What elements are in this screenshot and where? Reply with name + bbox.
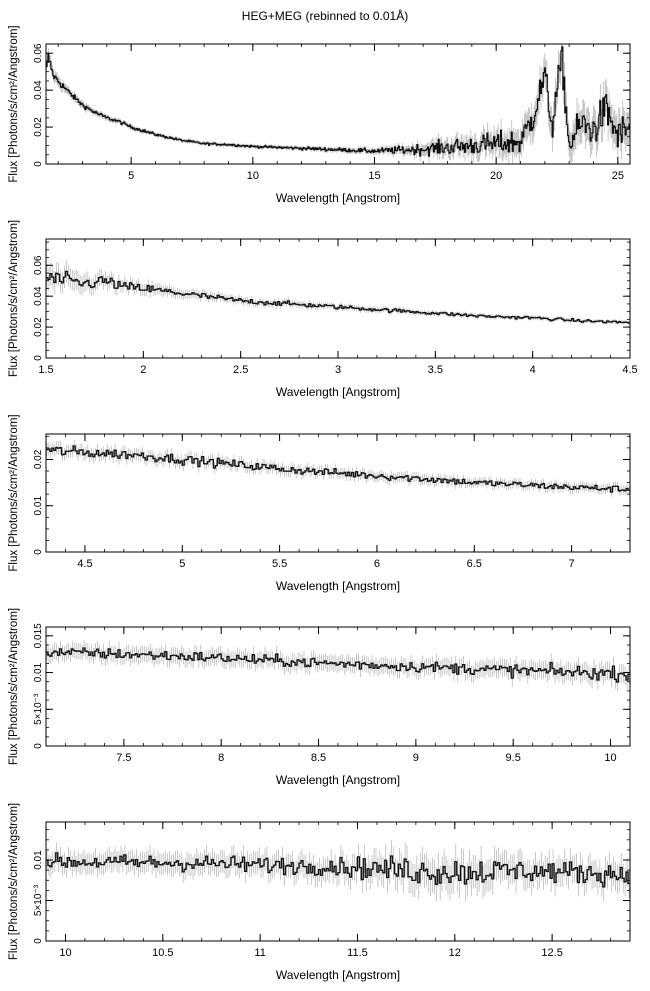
error-bars <box>46 260 630 325</box>
y-tick-label: 0 <box>33 743 44 749</box>
x-tick-label: 5 <box>128 170 134 182</box>
x-tick-label: 10 <box>604 752 616 764</box>
y-tick-label: 0 <box>33 549 44 555</box>
x-tick-label: 12 <box>449 947 461 959</box>
x-tick-label: 15 <box>368 170 380 182</box>
y-tick-label: 0.02 <box>33 117 44 137</box>
y-tick-label: 0.06 <box>33 255 44 275</box>
x-tick-label: 25 <box>612 170 624 182</box>
y-tick-label: 5×10⁻³ <box>33 693 44 725</box>
plot-frame <box>45 43 631 165</box>
spectrum-panel: 10 10.5 11 11.5 12 12.5 0 5×10⁻³ 0.01 Wavelength … <box>8 803 631 982</box>
y-tick-label: 0 <box>33 355 44 361</box>
plot-frame <box>45 626 631 747</box>
figure-title: HEG+MEG (rebinned to 0.01Å) <box>241 9 409 23</box>
spectrum-line <box>46 852 630 888</box>
x-tick-label: 20 <box>490 170 502 182</box>
x-axis-label: Wavelength [Angstrom] <box>276 191 400 205</box>
spectrum-panel: 5 10 15 20 25 0 0.02 0.04 0.06 Wavelength [Angstr… <box>8 25 631 205</box>
y-tick-label: 0.02 <box>33 317 44 337</box>
y-tick-label: 0 <box>33 938 44 944</box>
x-tick-label: 4 <box>530 364 536 376</box>
x-tick-label: 10 <box>247 170 259 182</box>
x-tick-label: 7 <box>569 558 575 570</box>
x-tick-label: 5 <box>179 558 185 570</box>
plot-frame <box>45 238 631 359</box>
y-tick-label: 0.06 <box>33 43 44 63</box>
y-tick-label: 0.04 <box>33 80 44 100</box>
spectrum-line <box>46 647 630 683</box>
spectrum-panel: 1.5 2 2.5 3 3.5 4 4.5 0 0.02 0.04 0.06 Wavelength [… <box>8 220 638 399</box>
x-axis-label: Wavelength [Angstrom] <box>276 968 400 982</box>
plot-frame <box>45 821 631 942</box>
y-tick-label: 0.01 <box>33 496 44 516</box>
error-bars <box>46 439 630 497</box>
error-bars <box>46 840 630 902</box>
x-tick-label: 10.5 <box>152 947 173 959</box>
y-axis-label: Flux [Photons/s/cm²/Angstrom] <box>8 414 20 571</box>
spectrum-panel: 7.5 8 8.5 9 9.5 10 0 5×10⁻³ 0.01 0.015 Wavelength … <box>8 608 631 787</box>
x-tick-label: 8 <box>218 752 224 764</box>
x-tick-label: 8.5 <box>311 752 326 764</box>
y-tick-label: 0.015 <box>33 623 44 648</box>
x-tick-label: 11 <box>254 947 265 959</box>
spectrum-line <box>46 46 630 157</box>
x-axis-label: Wavelength [Angstrom] <box>276 385 400 399</box>
x-tick-label: 1.5 <box>38 364 53 376</box>
x-tick-label: 3.5 <box>428 364 443 376</box>
x-tick-label: 3 <box>335 364 341 376</box>
x-tick-label: 10 <box>59 947 71 959</box>
x-axis-label: Wavelength [Angstrom] <box>276 773 400 787</box>
spectrum-line <box>46 270 630 324</box>
x-tick-label: 4.5 <box>622 364 637 376</box>
x-tick-label: 2 <box>140 364 146 376</box>
plot-frame <box>45 433 631 553</box>
x-tick-label: 6 <box>374 558 380 570</box>
y-tick-label: 0 <box>33 161 44 167</box>
x-tick-label: 5.5 <box>272 558 287 570</box>
x-tick-label: 2.5 <box>233 364 248 376</box>
y-tick-label: 0.01 <box>33 662 44 682</box>
y-axis-label: Flux [Photons/s/cm²/Angstrom] <box>8 608 20 765</box>
y-tick-label: 0.04 <box>33 286 44 306</box>
x-tick-label: 9 <box>413 752 419 764</box>
x-axis-label: Wavelength [Angstrom] <box>276 579 400 593</box>
spectrum-line <box>46 445 630 493</box>
y-tick-label: 0.01 <box>33 850 44 870</box>
y-axis-label: Flux [Photons/s/cm²/Angstrom] <box>8 803 20 960</box>
error-bars <box>46 44 630 164</box>
y-axis-label: Flux [Photons/s/cm²/Angstrom] <box>8 25 20 182</box>
x-tick-label: 12.5 <box>541 947 562 959</box>
x-tick-label: 9.5 <box>506 752 521 764</box>
x-tick-label: 6.5 <box>467 558 482 570</box>
y-tick-label: 5×10⁻³ <box>33 884 44 916</box>
y-axis-label: Flux [Photons/s/cm²/Angstrom] <box>8 220 20 377</box>
spectrum-panel: 4.5 5 5.5 6 6.5 7 0 0.01 0.02 Wavelength [Angstro… <box>8 414 631 593</box>
x-tick-label: 7.5 <box>116 752 131 764</box>
x-tick-label: 11.5 <box>347 947 368 959</box>
x-tick-label: 4.5 <box>77 558 92 570</box>
y-tick-label: 0.02 <box>33 449 44 469</box>
